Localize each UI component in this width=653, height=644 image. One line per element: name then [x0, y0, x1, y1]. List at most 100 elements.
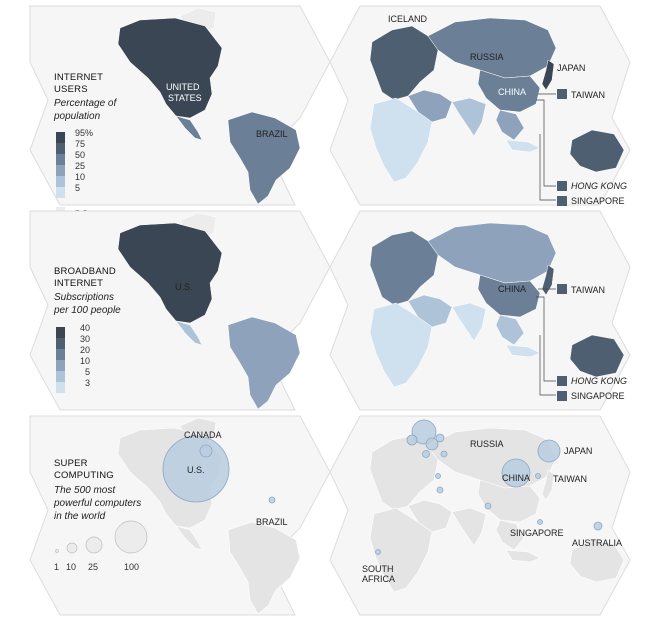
label-taiwan: TAIWAN: [553, 474, 587, 484]
legend-tick-2: 30: [80, 334, 90, 344]
legend-title-1: INTERNET: [54, 72, 103, 83]
legend-swatch-3: [56, 154, 65, 165]
legend-swatch-1: [56, 327, 65, 338]
label-singapore: SINGAPORE: [571, 196, 625, 206]
size-legend-circle-25: [85, 536, 103, 554]
label-china: CHINA: [498, 87, 526, 97]
legend-tick-4: 25: [75, 161, 85, 171]
legend-tick-6: 3: [85, 378, 90, 388]
legend-swatch-1: [56, 132, 65, 143]
label-us: U.S.: [175, 282, 193, 292]
legend-swatch-5: [56, 371, 65, 382]
label-brazil: BRAZIL: [256, 517, 288, 527]
legend-swatch-4: [56, 165, 65, 176]
label-russia: RUSSIA: [470, 52, 504, 62]
bubble-australia: [593, 521, 603, 531]
legend-subtitle-1: The 500 most: [54, 485, 116, 496]
label-russia: RUSSIA: [470, 439, 504, 449]
legend-tick-3: 50: [75, 150, 85, 160]
label-japan: JAPAN: [564, 446, 592, 456]
bubble-us: [162, 435, 230, 503]
bubbles: [162, 419, 603, 555]
bubble-china: [501, 458, 531, 488]
legend-title-2: COMPUTING: [54, 470, 114, 481]
legend-title-2: USERS: [54, 84, 88, 95]
bubble-middle-east: [436, 486, 444, 494]
leader-singapore: [539, 335, 556, 396]
legend-tick-1: 95%: [75, 128, 93, 138]
bubble-taiwan: [535, 473, 541, 479]
label-south-africa-1: SOUTH: [362, 564, 394, 574]
label-brazil: BRAZIL: [256, 129, 288, 139]
legend-tick-5: 5: [85, 367, 90, 377]
legend-tick-3: 20: [80, 345, 90, 355]
legend-subtitle-1: Percentage of: [54, 98, 117, 109]
label-singapore: SINGAPORE: [510, 528, 564, 538]
label-australia: AUSTRALIA: [572, 538, 622, 548]
bubble-canada: [199, 444, 213, 458]
swatch-hong-kong: [557, 376, 567, 386]
bubble-europe-3: [425, 437, 439, 451]
bubble-japan: [537, 439, 561, 463]
swatch-singapore: [557, 391, 567, 401]
label-south-africa-2: AFRICA: [362, 574, 395, 584]
legend-subtitle-1: Subscriptions: [54, 292, 114, 303]
callouts-panel2: [536, 288, 556, 396]
label-taiwan: TAIWAN: [571, 285, 605, 295]
size-legend-label-25: 25: [88, 562, 98, 572]
label-us: U.S.: [187, 465, 205, 475]
size-legend-circles: [55, 520, 148, 554]
bubble-europe-4: [435, 433, 445, 443]
label-taiwan: TAIWAN: [571, 90, 605, 100]
legend-swatch-2: [56, 338, 65, 349]
legend-swatch-3: [56, 349, 65, 360]
panel-internet-users: ICELAND UNITED STATES BRAZIL RUSSIA CHIN…: [29, 5, 631, 217]
swatch-taiwan: [557, 89, 567, 99]
label-united-states-1: UNITED: [166, 82, 200, 92]
legend-subtitle-2: powerful computers: [53, 498, 141, 509]
label-united-states-2: STATES: [168, 93, 202, 103]
legend-tick-5: 10: [75, 172, 85, 182]
label-hong-kong: HONG KONG: [571, 376, 627, 386]
legend-swatch-6: [56, 187, 65, 198]
legend-swatch-4: [56, 360, 65, 371]
legend-swatch-2: [56, 143, 65, 154]
leader-singapore: [539, 134, 556, 201]
label-iceland: ICELAND: [388, 14, 428, 24]
size-legend-label-100: 100: [124, 562, 139, 572]
label-china: CHINA: [502, 473, 530, 483]
leader-hong-kong: [536, 99, 556, 187]
legend-subtitle-3: in the world: [54, 511, 106, 522]
legend-title-1: BROADBAND: [54, 266, 116, 277]
swatch-singapore: [557, 196, 567, 206]
bubble-turkey: [435, 473, 441, 479]
size-legend-circle-100: [114, 520, 148, 554]
leader-hong-kong: [536, 296, 556, 382]
legend-subtitle-2: per 100 people: [53, 305, 121, 316]
label-canada: CANADA: [184, 430, 222, 440]
bubble-south-africa: [375, 549, 381, 555]
panel-super-computing: CANADA U.S. BRAZIL RUSSIA JAPAN CHINA TA…: [29, 415, 631, 616]
panel-broadband-internet: U.S. CHINA TAIWAN HONG KONG SINGAPORE BR…: [29, 210, 631, 411]
swatch-taiwan: [557, 284, 567, 294]
legend-tick-6: 5: [75, 183, 80, 193]
callouts-panel1: [536, 93, 556, 201]
size-legend-circle-1: [55, 549, 59, 553]
bubble-europe-5: [422, 450, 430, 458]
size-legend-circle-10: [66, 542, 78, 554]
label-japan: JAPAN: [557, 63, 585, 73]
bubble-singapore: [537, 519, 543, 525]
size-legend-label-1: 1: [54, 562, 59, 572]
legend-internet-users: INTERNET USERS Percentage of population …: [53, 72, 117, 217]
bubble-brazil: [268, 496, 276, 504]
legend-title-2: INTERNET: [54, 278, 103, 289]
legend-super-computing: SUPER COMPUTING The 500 most powerful co…: [53, 458, 148, 572]
legend-title-1: SUPER: [54, 458, 88, 469]
legend-tick-1: 40: [80, 323, 90, 333]
label-china: CHINA: [498, 284, 526, 294]
legend-swatch-5: [56, 176, 65, 187]
label-singapore: SINGAPORE: [571, 391, 625, 401]
label-hong-kong: HONG KONG: [571, 181, 627, 191]
legend-tick-4: 10: [80, 356, 90, 366]
